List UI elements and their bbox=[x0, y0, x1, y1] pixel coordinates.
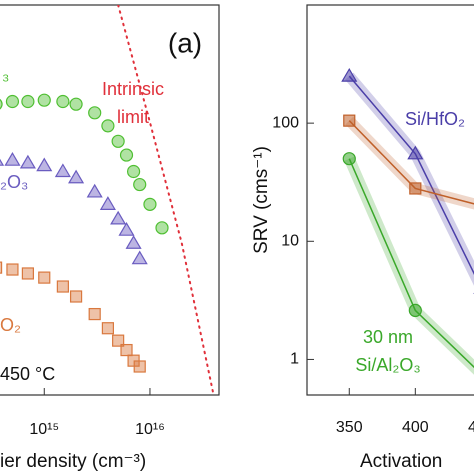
point bbox=[88, 307, 101, 321]
y-tick-label: 100 bbox=[272, 114, 299, 131]
point bbox=[86, 183, 103, 198]
point bbox=[88, 106, 102, 120]
x-axis-label: ier density (cm⁻³) bbox=[0, 451, 146, 472]
series-label: Intrinsic limit bbox=[102, 79, 164, 127]
series-label: ₂O₃ bbox=[0, 172, 28, 192]
point bbox=[37, 93, 51, 107]
x-tick-label: 450 bbox=[468, 419, 474, 436]
point bbox=[6, 263, 19, 276]
point bbox=[111, 134, 125, 148]
plot-frame bbox=[0, 4, 220, 396]
point bbox=[54, 163, 71, 178]
point bbox=[56, 280, 69, 293]
point bbox=[126, 164, 141, 179]
x-tick-label: 10¹⁶ bbox=[135, 421, 165, 438]
point bbox=[131, 250, 148, 265]
panel-title: (a) bbox=[168, 27, 202, 58]
point bbox=[409, 182, 422, 195]
plot-area bbox=[341, 67, 474, 375]
limit-line bbox=[117, 5, 215, 395]
point bbox=[133, 360, 146, 373]
y-tick-label: 1 bbox=[290, 351, 299, 368]
point bbox=[112, 334, 125, 347]
plot-frame bbox=[306, 4, 474, 396]
series-label: ₃ bbox=[2, 64, 9, 84]
point bbox=[118, 222, 135, 236]
point bbox=[56, 94, 70, 109]
y-tick-label: 10 bbox=[281, 233, 299, 250]
point bbox=[110, 210, 127, 225]
panel: 350 400 450 1 10 100 Activation SRV (cms⁻¹) Si/H… bbox=[251, 4, 474, 472]
y-axis-label: SRV (cms⁻¹) bbox=[251, 146, 272, 254]
point bbox=[143, 197, 157, 211]
point bbox=[0, 158, 5, 166]
x-tick-label: 10¹⁵ bbox=[29, 421, 59, 438]
x-axis-label: Activation bbox=[360, 451, 442, 472]
point bbox=[101, 119, 115, 133]
point bbox=[21, 267, 34, 280]
panel: 10¹⁵ 10¹⁶ (a) ier density (cm⁻³) 450 °C ₃ ₂O₃ O… bbox=[0, 4, 220, 472]
series-label: O₂ bbox=[0, 315, 21, 335]
point bbox=[21, 94, 35, 109]
point bbox=[4, 152, 21, 166]
point bbox=[0, 98, 3, 110]
point bbox=[36, 157, 53, 172]
point bbox=[69, 290, 83, 303]
point bbox=[407, 145, 424, 160]
x-tick-label: 350 bbox=[336, 419, 363, 436]
annotation: 450 °C bbox=[0, 364, 55, 384]
series-label: Si/HfO₂ bbox=[405, 109, 465, 129]
point bbox=[120, 343, 133, 357]
point bbox=[101, 322, 114, 335]
x-tick-label: 400 bbox=[402, 419, 429, 436]
point bbox=[343, 114, 356, 127]
point bbox=[342, 152, 356, 166]
point bbox=[19, 154, 36, 169]
point bbox=[125, 235, 142, 249]
point bbox=[341, 67, 358, 82]
point bbox=[133, 177, 147, 192]
point bbox=[68, 169, 85, 184]
series-label: 30 nm Si/Al₂O₃ bbox=[355, 327, 420, 375]
point bbox=[155, 221, 169, 235]
point bbox=[69, 97, 83, 111]
point bbox=[119, 148, 134, 162]
point bbox=[0, 261, 3, 274]
point bbox=[99, 196, 116, 210]
point bbox=[5, 94, 20, 109]
plot-area bbox=[0, 5, 215, 395]
point bbox=[38, 271, 51, 284]
point bbox=[408, 303, 422, 318]
